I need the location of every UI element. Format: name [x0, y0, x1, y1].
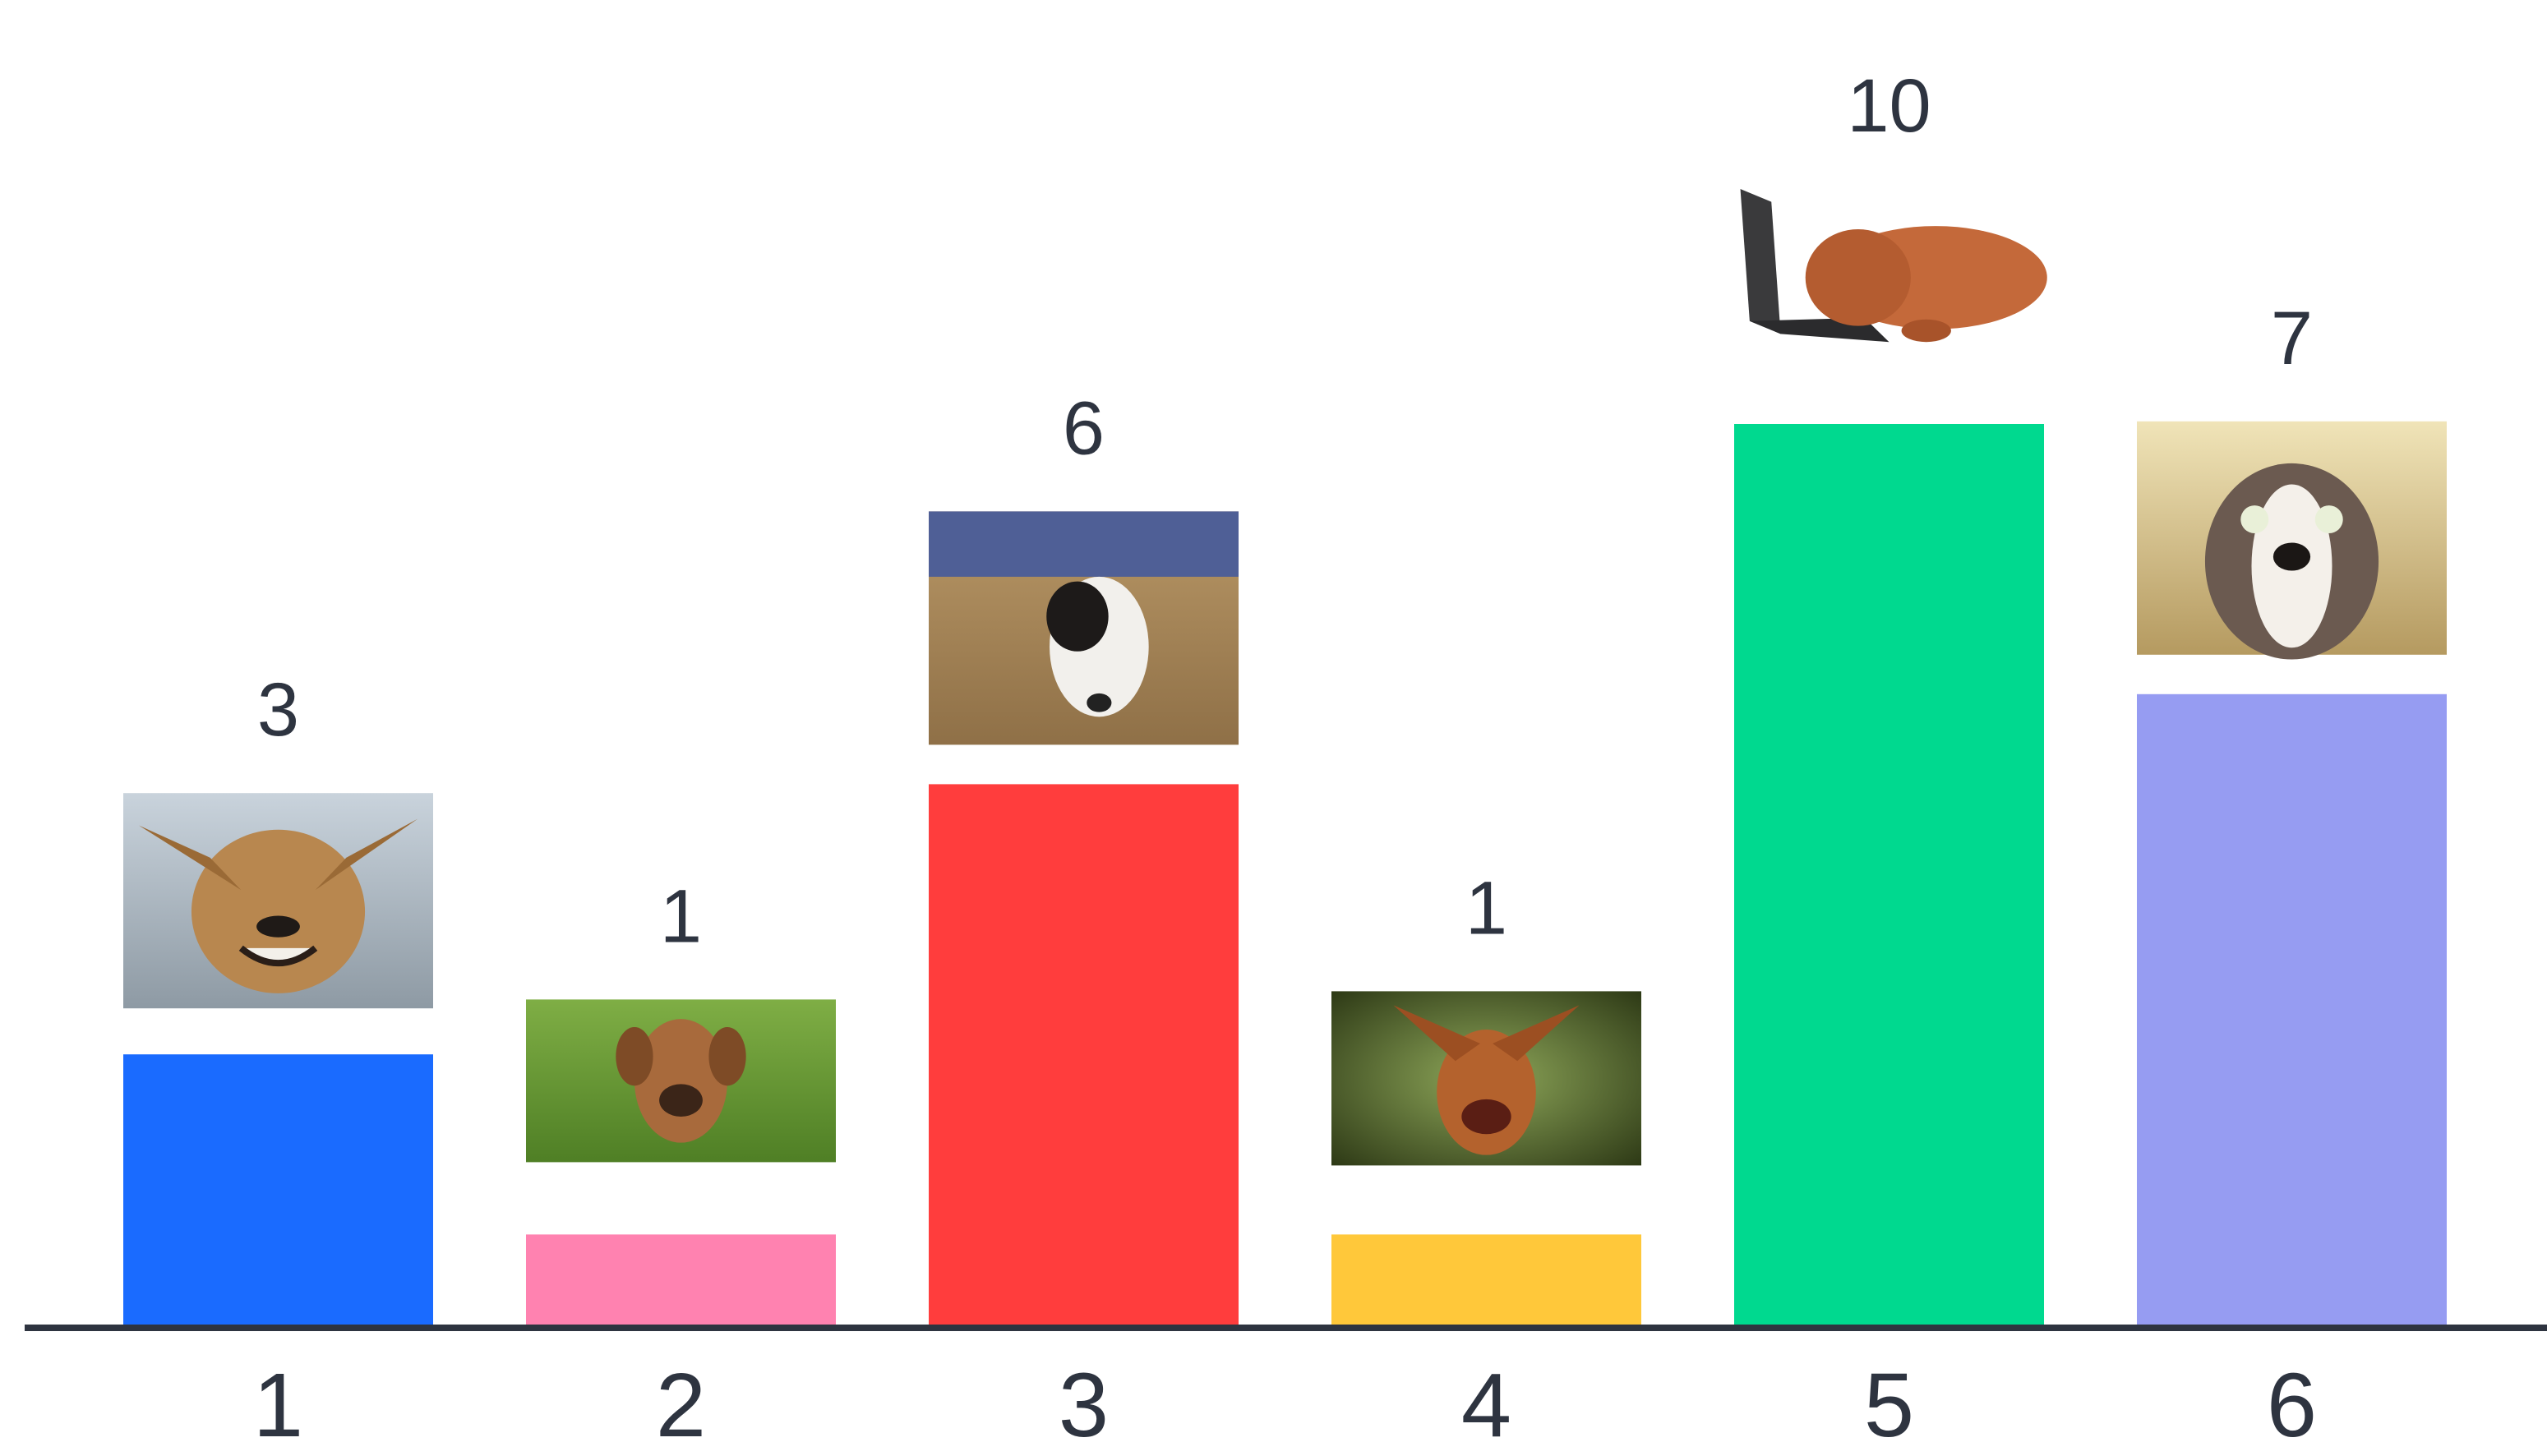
bar-3 [929, 784, 1239, 1325]
bar-2 [526, 1234, 836, 1325]
value-label-2: 1 [660, 874, 702, 958]
value-label-5: 10 [1847, 64, 1931, 148]
bar-6 [2137, 693, 2447, 1325]
category-label-3: 3 [1059, 1355, 1109, 1456]
bar-5 [1734, 424, 2044, 1325]
dog-on-laptop-photo [1740, 189, 2047, 343]
bar-4 [1331, 1234, 1641, 1325]
bar-1 [123, 1054, 433, 1325]
category-label-1: 1 [253, 1355, 303, 1456]
grumpy-puggle-photo [526, 999, 836, 1163]
excited-dog-photo [1331, 991, 1641, 1166]
category-label-4: 4 [1461, 1355, 1511, 1456]
category-label-2: 2 [656, 1355, 706, 1456]
value-label-3: 6 [1063, 386, 1105, 470]
smiling-dog-photo [123, 793, 433, 1009]
category-label-5: 5 [1864, 1355, 1914, 1456]
startled-dog-photo [2137, 421, 2447, 660]
value-label-1: 3 [257, 668, 299, 752]
value-label-4: 1 [1465, 866, 1507, 950]
category-label-6: 6 [2267, 1355, 2317, 1456]
value-label-6: 7 [2271, 297, 2313, 380]
dog-under-couch-photo [929, 511, 1239, 745]
